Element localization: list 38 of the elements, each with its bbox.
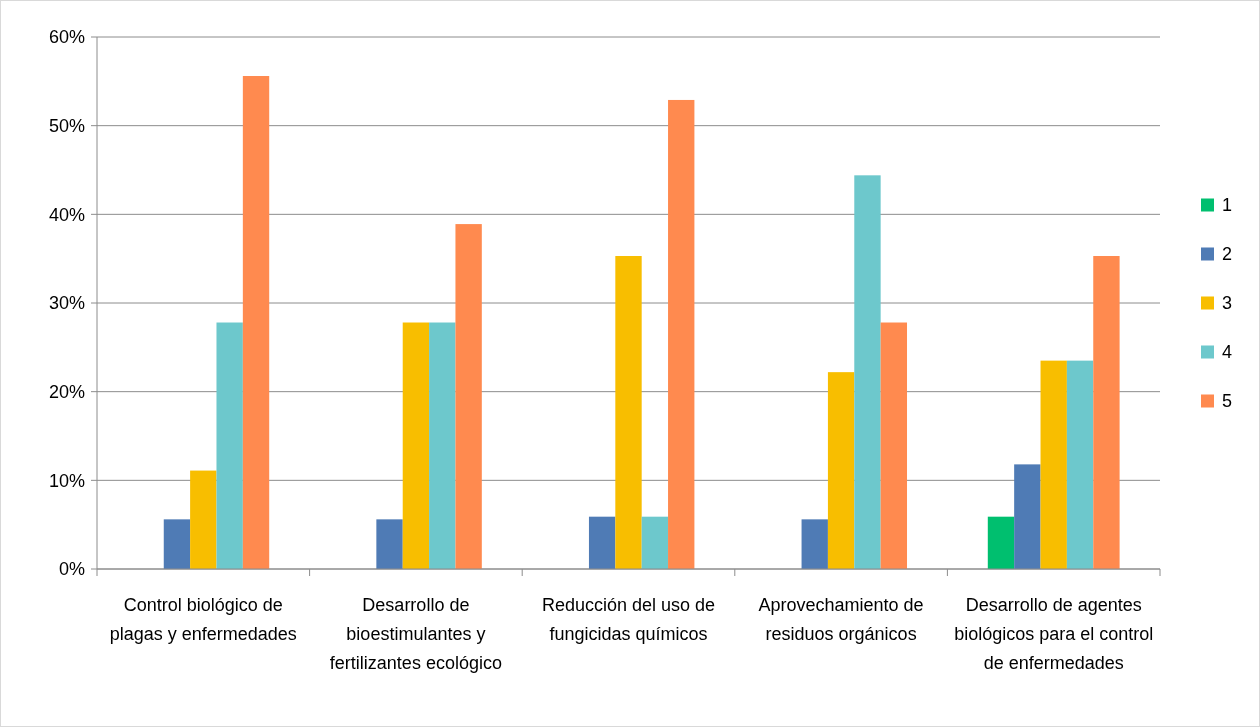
bar [190, 470, 217, 569]
bar [1014, 464, 1041, 569]
y-tick-label: 0% [58, 559, 85, 580]
y-tick-label: 10% [48, 470, 85, 491]
y-tick-label: 20% [48, 381, 85, 402]
x-tick-label: Desarrollo de bioestimulantes y fertilizantes ecológico [329, 595, 502, 673]
legend-label: 2 [1222, 244, 1233, 265]
y-tick-label: 30% [48, 293, 85, 314]
bar [588, 516, 616, 569]
x-tick-label: Reducción del uso de fungicidas químicos [541, 595, 716, 644]
bar [1093, 256, 1120, 569]
bar [827, 372, 855, 569]
x-tick-label: Control biológico de plagas y enfermedades [109, 595, 297, 644]
bar [429, 322, 456, 569]
legend-label: 1 [1222, 195, 1233, 216]
bar [615, 256, 642, 569]
bar [242, 76, 270, 569]
bar [455, 224, 482, 569]
bar [641, 516, 669, 569]
legend-label: 4 [1222, 342, 1233, 363]
bar [1066, 360, 1094, 569]
y-tick-label: 60% [48, 27, 85, 48]
bar [163, 519, 191, 569]
legend-label: 3 [1222, 293, 1233, 314]
bar [854, 175, 881, 569]
bar [668, 99, 695, 569]
bar [376, 519, 403, 569]
bar [1040, 360, 1067, 569]
y-tick-label: 40% [48, 204, 85, 225]
bar [216, 322, 243, 569]
bar [801, 519, 828, 569]
x-tick-label: Desarrollo de agentes biológicos para el control de enfermedades [954, 595, 1154, 673]
bar [880, 322, 908, 569]
bar [402, 322, 430, 569]
y-tick-label: 50% [48, 115, 85, 136]
legend-label: 5 [1222, 391, 1233, 412]
bar [987, 516, 1015, 569]
x-tick-label: Aprovechamiento de residuos orgánicos [758, 595, 924, 644]
